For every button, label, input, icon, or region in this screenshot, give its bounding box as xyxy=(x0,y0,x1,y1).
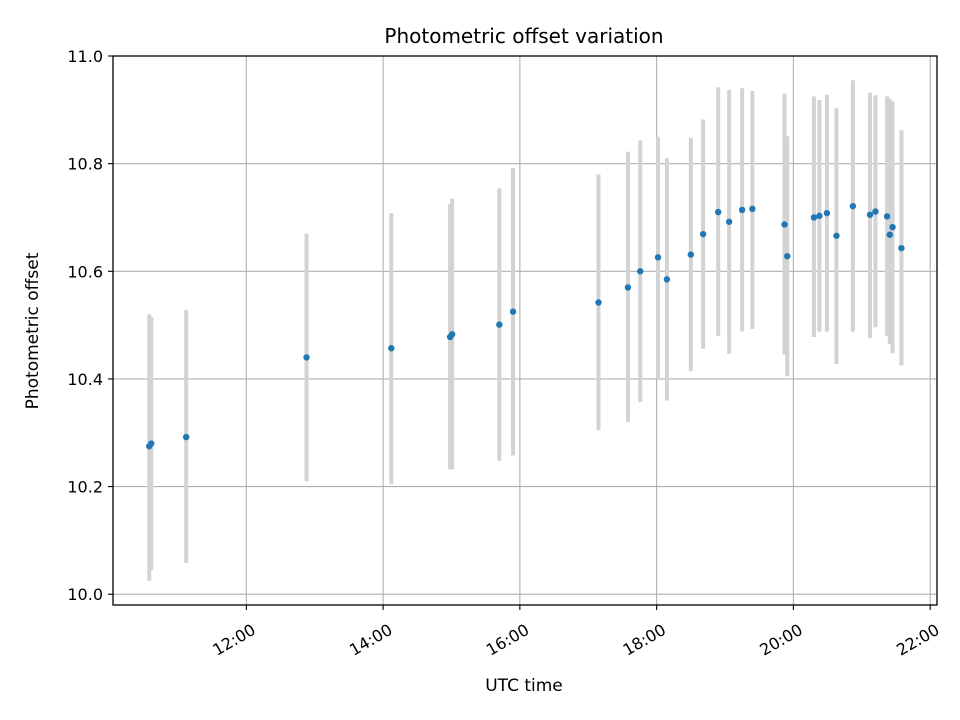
y-tick-label: 10.2 xyxy=(67,478,103,497)
data-points xyxy=(146,202,905,450)
y-axis-ticks: 10.0 10.2 10.4 10.6 10.8 11.0 xyxy=(67,47,113,604)
x-axis-title: UTC time xyxy=(485,676,563,696)
data-point xyxy=(849,202,857,210)
data-point xyxy=(714,208,722,216)
data-point xyxy=(781,221,788,228)
y-tick-label: 11.0 xyxy=(67,47,103,66)
data-point xyxy=(889,223,896,231)
data-point xyxy=(784,253,791,260)
plot-frame xyxy=(112,55,938,606)
data-point xyxy=(749,205,756,213)
data-point xyxy=(725,218,733,225)
data-point xyxy=(496,321,503,328)
data-point xyxy=(816,212,823,220)
y-axis-title: Photometric offset xyxy=(23,252,43,409)
data-point xyxy=(898,244,905,252)
data-point xyxy=(823,209,831,217)
data-point xyxy=(303,354,310,361)
data-point xyxy=(699,230,707,238)
y-tick-label: 10.6 xyxy=(67,262,103,281)
data-point xyxy=(509,308,517,315)
data-point xyxy=(654,254,662,261)
data-point xyxy=(448,331,456,338)
data-point xyxy=(872,208,879,215)
data-point xyxy=(388,345,395,352)
data-point xyxy=(663,276,671,283)
data-point xyxy=(637,268,644,275)
data-point xyxy=(883,213,891,220)
data-point xyxy=(810,214,818,221)
data-point xyxy=(182,433,190,441)
y-tick-label: 10.4 xyxy=(67,370,103,389)
data-point xyxy=(687,251,695,258)
y-tick-label: 10.8 xyxy=(67,155,103,174)
data-point xyxy=(595,299,602,306)
data-point xyxy=(148,440,155,447)
data-point xyxy=(866,211,874,218)
data-point xyxy=(833,232,840,239)
chart-title: Photometric offset variation xyxy=(384,24,663,48)
data-point xyxy=(624,284,632,291)
data-point xyxy=(886,231,894,238)
data-point xyxy=(738,206,746,214)
y-tick-label: 10.0 xyxy=(67,585,103,604)
